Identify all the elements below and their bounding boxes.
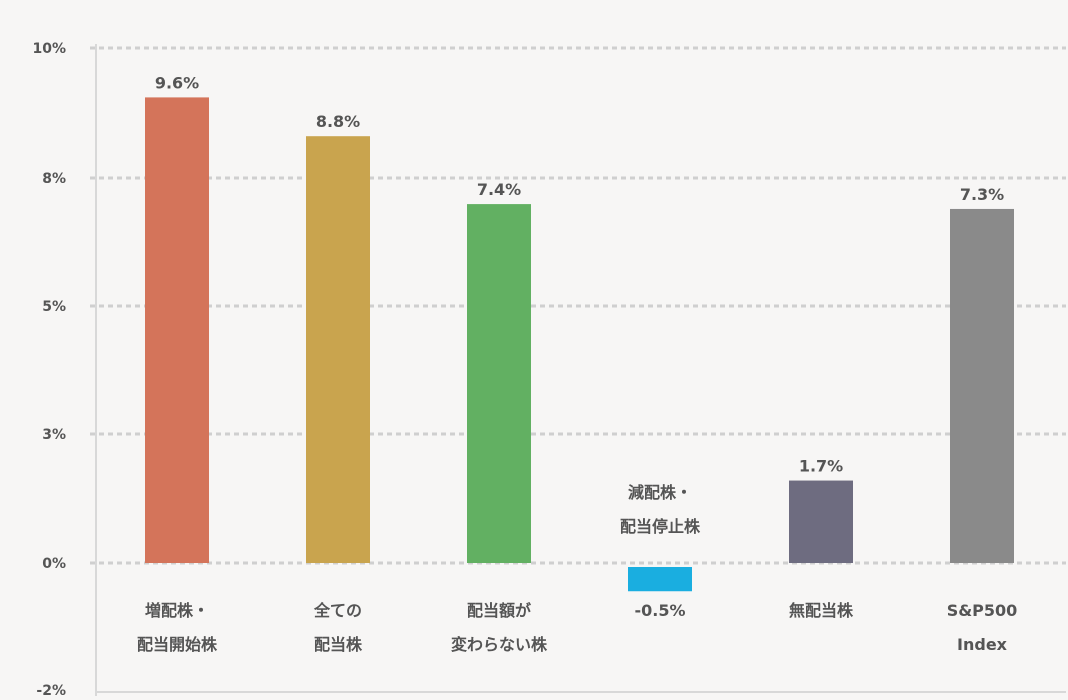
y-tick-label: 10% xyxy=(32,41,66,57)
category-label: 配当株 xyxy=(314,635,363,654)
category-label: Index xyxy=(957,635,1008,654)
data-label: -0.5% xyxy=(634,601,685,620)
bar xyxy=(789,480,853,563)
bar xyxy=(950,208,1014,563)
category-label: 配当停止株 xyxy=(620,517,701,536)
gridlines xyxy=(90,46,1066,565)
category-label: 減配株・ xyxy=(628,483,692,502)
bar xyxy=(306,136,370,563)
data-label: 7.4% xyxy=(477,180,521,199)
data-label: 8.8% xyxy=(316,112,360,131)
y-tick-label: 0% xyxy=(42,556,66,572)
category-label: 全ての xyxy=(313,601,362,620)
bar xyxy=(467,204,531,563)
category-label: 増配株・ xyxy=(145,601,209,620)
data-label: 1.7% xyxy=(799,457,843,476)
category-label: 配当額が xyxy=(467,601,531,620)
bars xyxy=(145,97,1014,592)
y-tick-label: 3% xyxy=(42,427,66,443)
y-tick-label: -2% xyxy=(36,683,66,696)
bar xyxy=(628,567,692,592)
y-tick-label: 5% xyxy=(42,299,66,315)
data-label: 7.3% xyxy=(960,185,1004,204)
y-tick-label: 8% xyxy=(42,171,66,187)
category-label: 変わらない株 xyxy=(451,635,548,654)
axes xyxy=(95,44,1066,696)
category-label: 無配当株 xyxy=(789,601,854,620)
category-label: S&P500 xyxy=(947,601,1018,620)
category-label: 配当開始株 xyxy=(137,635,218,654)
data-label: 9.6% xyxy=(155,73,199,92)
bar xyxy=(145,97,209,564)
